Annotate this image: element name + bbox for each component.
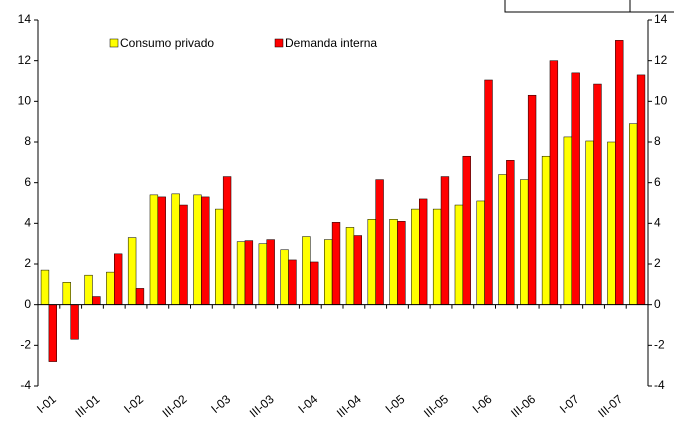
bar <box>541 155 551 305</box>
bar <box>215 208 224 305</box>
y-tick-label: -4 <box>20 378 31 392</box>
x-tick-label: III-03 <box>247 392 277 421</box>
bar <box>135 288 145 305</box>
y2-tick-label: -2 <box>654 338 665 352</box>
bar <box>84 274 93 305</box>
bar <box>48 304 57 362</box>
x-tick-label: I-07 <box>557 392 582 416</box>
bar <box>193 194 202 305</box>
y-tick-label: 12 <box>18 53 32 67</box>
bar <box>484 79 493 305</box>
bar <box>375 179 384 305</box>
x-tick-label: III-01 <box>72 392 102 421</box>
x-tick-label: I-06 <box>470 392 495 416</box>
y-tick-label: 8 <box>24 134 31 148</box>
bar <box>70 304 79 340</box>
legend-label: Consumo privado <box>120 36 214 50</box>
y-tick-label: 10 <box>18 94 32 108</box>
legend-swatch <box>274 38 284 48</box>
x-tick-label: III-07 <box>595 392 625 421</box>
bar <box>40 269 50 305</box>
y2-tick-label: 14 <box>654 12 668 26</box>
frame <box>504 0 674 13</box>
bar <box>149 194 159 305</box>
bar <box>571 72 580 305</box>
bar <box>62 282 71 305</box>
bar <box>222 176 232 305</box>
bar <box>498 174 507 305</box>
x-tick-label: III-02 <box>160 392 190 421</box>
y2-tick-label: 10 <box>654 94 668 108</box>
bar <box>563 136 573 305</box>
y2-tick-label: 8 <box>654 134 661 148</box>
bar <box>106 271 115 305</box>
bar <box>520 179 529 305</box>
bar <box>629 123 638 305</box>
y2-tick-label: 12 <box>654 53 668 67</box>
bar <box>302 236 311 305</box>
y2-tick-label: 4 <box>654 216 661 230</box>
bar <box>201 196 210 305</box>
bar <box>92 296 101 305</box>
bar <box>258 243 267 305</box>
bar <box>419 198 428 305</box>
bar <box>127 237 137 305</box>
bar <box>607 141 616 305</box>
bar <box>440 176 450 305</box>
y-tick-label: -2 <box>20 338 31 352</box>
bar <box>288 259 297 305</box>
bar <box>280 249 289 305</box>
bar <box>389 219 398 305</box>
bar <box>506 160 515 305</box>
bar <box>585 140 594 305</box>
y2-tick-label: -4 <box>654 378 665 392</box>
bar <box>324 239 333 305</box>
x-tick-label: I-04 <box>295 392 320 416</box>
bar <box>476 200 485 305</box>
bar <box>527 94 537 305</box>
bar <box>310 261 319 305</box>
x-tick-label: III-04 <box>334 392 364 421</box>
bar <box>171 193 180 305</box>
bar <box>636 74 646 305</box>
bar <box>244 240 254 305</box>
x-tick-label: I-05 <box>383 392 408 416</box>
legend-swatch <box>109 38 119 48</box>
bar <box>549 60 559 305</box>
x-tick-label: III-05 <box>421 392 451 421</box>
y2-tick-label: 0 <box>654 297 661 311</box>
bar <box>331 222 341 305</box>
bar <box>615 40 624 305</box>
legend-label: Demanda interna <box>285 36 377 50</box>
bar <box>432 208 442 305</box>
y-tick-label: 6 <box>24 175 31 189</box>
bar <box>411 208 420 305</box>
bar <box>397 221 406 305</box>
x-tick-label: I-02 <box>121 392 146 416</box>
x-tick-label: I-03 <box>208 392 233 416</box>
y-tick-label: 2 <box>24 256 31 270</box>
bar <box>236 241 246 305</box>
bar <box>367 219 376 305</box>
x-tick-label: I-01 <box>34 392 59 416</box>
bar <box>266 239 275 305</box>
y-tick-label: 14 <box>18 12 32 26</box>
bar <box>179 204 188 305</box>
bar <box>454 204 464 305</box>
bar <box>462 155 471 305</box>
bar <box>353 235 362 305</box>
bar <box>114 253 123 305</box>
bar <box>593 83 602 305</box>
y2-tick-label: 2 <box>654 256 661 270</box>
bar <box>157 196 166 305</box>
y2-tick-label: 6 <box>654 175 661 189</box>
y-tick-label: 0 <box>24 297 31 311</box>
bar <box>345 227 355 305</box>
x-tick-label: III-06 <box>508 392 538 421</box>
y-tick-label: 4 <box>24 216 31 230</box>
